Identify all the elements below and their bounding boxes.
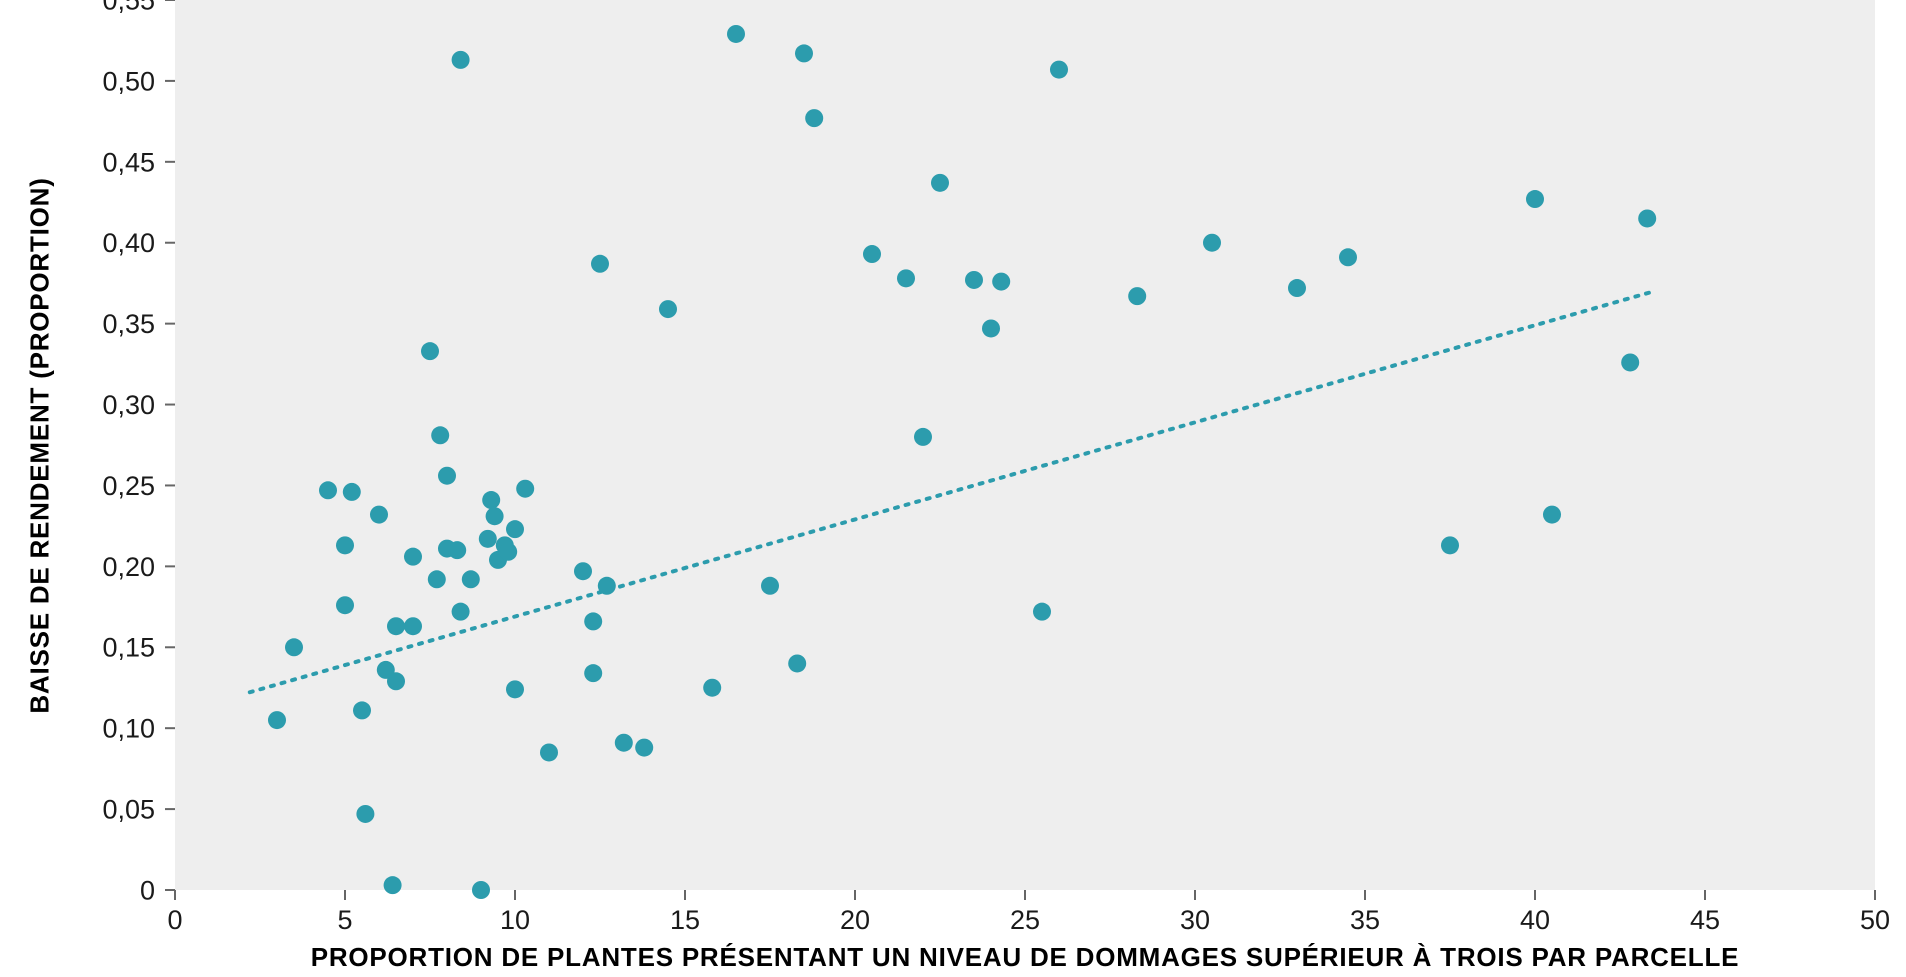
data-point (1339, 248, 1357, 266)
data-point (387, 672, 405, 690)
plot-background (175, 0, 1875, 890)
data-point (421, 342, 439, 360)
data-point (761, 577, 779, 595)
data-point (472, 881, 490, 899)
data-point (615, 734, 633, 752)
x-tick-label: 40 (1520, 905, 1550, 935)
data-point (1621, 353, 1639, 371)
y-tick-label: 0,40 (102, 228, 155, 258)
data-point (438, 467, 456, 485)
data-point (598, 577, 616, 595)
data-point (635, 739, 653, 757)
data-point (1050, 61, 1068, 79)
data-point (486, 507, 504, 525)
data-point (1638, 209, 1656, 227)
data-point (1543, 506, 1561, 524)
data-point (1128, 287, 1146, 305)
x-tick-label: 35 (1350, 905, 1380, 935)
data-point (356, 805, 374, 823)
x-tick-label: 20 (840, 905, 870, 935)
data-point (1441, 536, 1459, 554)
data-point (805, 109, 823, 127)
data-point (370, 506, 388, 524)
data-point (384, 876, 402, 894)
data-point (516, 480, 534, 498)
x-tick-label: 15 (670, 905, 700, 935)
data-point (482, 491, 500, 509)
data-point (795, 44, 813, 62)
data-point (982, 319, 1000, 337)
data-point (428, 570, 446, 588)
y-tick-label: 0 (140, 875, 155, 905)
y-tick-label: 0,50 (102, 66, 155, 96)
x-tick-label: 30 (1180, 905, 1210, 935)
y-tick-label: 0,45 (102, 147, 155, 177)
data-point (703, 679, 721, 697)
data-point (499, 543, 517, 561)
data-point (584, 664, 602, 682)
y-tick-label: 0,55 (102, 0, 155, 15)
data-point (462, 570, 480, 588)
data-point (1288, 279, 1306, 297)
x-tick-label: 10 (500, 905, 530, 935)
y-tick-label: 0,20 (102, 552, 155, 582)
data-point (336, 596, 354, 614)
y-tick-label: 0,10 (102, 714, 155, 744)
x-tick-label: 50 (1860, 905, 1890, 935)
data-point (659, 300, 677, 318)
data-point (336, 536, 354, 554)
data-point (353, 701, 371, 719)
data-point (897, 269, 915, 287)
data-point (506, 680, 524, 698)
data-point (285, 638, 303, 656)
y-tick-label: 0,05 (102, 795, 155, 825)
data-point (506, 520, 524, 538)
data-point (452, 51, 470, 69)
data-point (591, 255, 609, 273)
data-point (788, 654, 806, 672)
y-tick-label: 0,25 (102, 471, 155, 501)
data-point (387, 617, 405, 635)
data-point (1526, 190, 1544, 208)
scatter-chart: BAISSE DE RENDEMENT (PROPORTION) PROPORT… (0, 0, 1906, 977)
data-point (1033, 603, 1051, 621)
data-point (343, 483, 361, 501)
x-tick-label: 45 (1690, 905, 1720, 935)
data-point (431, 426, 449, 444)
data-point (540, 743, 558, 761)
data-point (479, 530, 497, 548)
data-point (574, 562, 592, 580)
data-point (452, 603, 470, 621)
y-tick-label: 0,30 (102, 390, 155, 420)
data-point (863, 245, 881, 263)
data-point (914, 428, 932, 446)
x-tick-label: 0 (167, 905, 182, 935)
y-tick-label: 0,35 (102, 309, 155, 339)
data-point (1203, 234, 1221, 252)
y-tick-label: 0,15 (102, 633, 155, 663)
x-tick-label: 5 (337, 905, 352, 935)
data-point (727, 25, 745, 43)
data-point (319, 481, 337, 499)
data-point (448, 541, 466, 559)
data-point (931, 174, 949, 192)
data-point (965, 271, 983, 289)
data-point (404, 617, 422, 635)
data-point (992, 273, 1010, 291)
data-point (268, 711, 286, 729)
data-point (584, 612, 602, 630)
x-tick-label: 25 (1010, 905, 1040, 935)
data-point (404, 548, 422, 566)
plot-svg: 0 0,05 0,10 0,15 0,20 0,25 0,30 0,35 0,40 0,45 0,5… (0, 0, 1906, 977)
